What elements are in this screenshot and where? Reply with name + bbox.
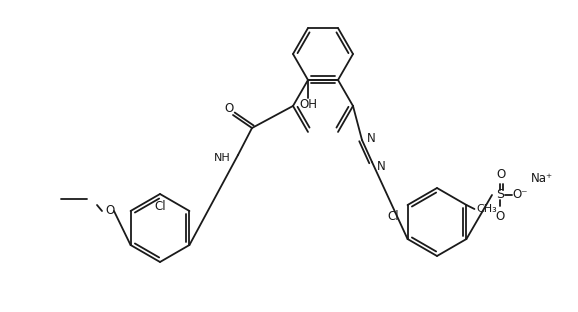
Text: O: O	[495, 211, 505, 223]
Text: Na⁺: Na⁺	[531, 173, 553, 186]
Text: Cl: Cl	[154, 199, 166, 212]
Text: S: S	[496, 188, 504, 202]
Text: O: O	[105, 204, 114, 217]
Text: NH: NH	[214, 153, 231, 163]
Text: N: N	[377, 160, 386, 173]
Text: N: N	[366, 131, 375, 144]
Text: O⁻: O⁻	[512, 188, 528, 202]
Text: CH₃: CH₃	[476, 204, 497, 214]
Text: O: O	[224, 101, 234, 115]
Text: OH: OH	[299, 99, 317, 111]
Text: Cl: Cl	[388, 211, 399, 223]
Text: O: O	[497, 168, 506, 181]
